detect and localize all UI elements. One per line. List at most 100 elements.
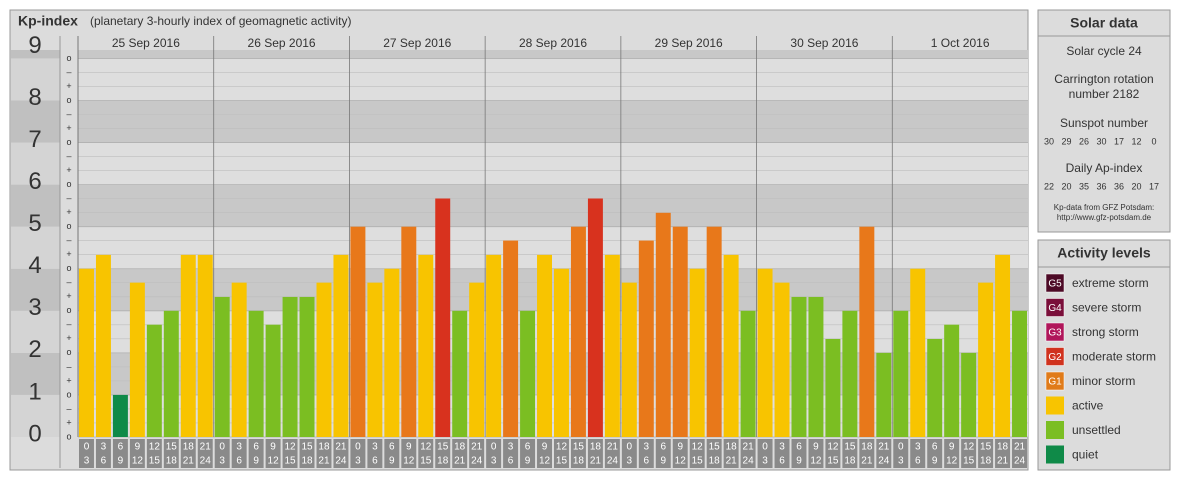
hour-start: 15 bbox=[166, 442, 178, 453]
hour-start: 21 bbox=[200, 442, 212, 453]
hour-end: 24 bbox=[607, 456, 619, 467]
bar bbox=[910, 268, 926, 437]
hour-start: 6 bbox=[932, 442, 938, 453]
hour-cell bbox=[944, 439, 960, 468]
sunspot-value: 29 bbox=[1061, 136, 1071, 146]
hour-end: 12 bbox=[675, 456, 687, 467]
sub-label: + bbox=[66, 375, 71, 385]
legend-swatch bbox=[1045, 347, 1065, 366]
y-tick-label: 8 bbox=[28, 84, 41, 111]
hour-end: 9 bbox=[660, 456, 666, 467]
hour-end: 15 bbox=[284, 456, 296, 467]
axis-band bbox=[11, 50, 60, 59]
hour-cell bbox=[79, 439, 94, 468]
hour-start: 21 bbox=[743, 442, 755, 453]
hour-cell bbox=[129, 439, 145, 468]
hour-cell bbox=[689, 439, 705, 468]
axis-band bbox=[11, 184, 60, 227]
hour-cell bbox=[282, 439, 298, 468]
bar bbox=[689, 268, 705, 437]
hour-end: 12 bbox=[268, 456, 280, 467]
bar bbox=[469, 282, 485, 437]
day-label: 29 Sep 2016 bbox=[655, 36, 723, 50]
bar bbox=[537, 254, 552, 437]
hour-cell bbox=[452, 439, 468, 468]
sub-label: – bbox=[66, 193, 71, 203]
sub-label: – bbox=[66, 235, 71, 245]
bar bbox=[655, 212, 671, 437]
bar bbox=[723, 254, 739, 437]
hour-start: 9 bbox=[949, 442, 955, 453]
legend-label: quiet bbox=[1072, 448, 1099, 462]
hour-end: 24 bbox=[200, 456, 212, 467]
hour-end: 3 bbox=[491, 456, 497, 467]
bar bbox=[180, 254, 196, 437]
hour-cell bbox=[418, 439, 434, 468]
hour-start: 3 bbox=[236, 442, 242, 453]
day-label: 25 Sep 2016 bbox=[112, 36, 180, 50]
hour-start: 6 bbox=[389, 442, 395, 453]
bar bbox=[112, 394, 128, 437]
sub-label: – bbox=[66, 361, 71, 371]
bar bbox=[638, 240, 654, 437]
legend-swatch bbox=[1046, 421, 1064, 439]
sub-label: – bbox=[66, 403, 71, 413]
hour-end: 15 bbox=[827, 456, 839, 467]
hour-end: 15 bbox=[692, 456, 704, 467]
legend-swatch bbox=[1045, 322, 1065, 342]
axis-band bbox=[11, 226, 60, 269]
bar bbox=[486, 254, 502, 437]
bar bbox=[163, 310, 179, 437]
ap-value: 36 bbox=[1096, 181, 1106, 191]
bar bbox=[316, 282, 332, 437]
hour-start: 18 bbox=[861, 442, 873, 453]
hour-end: 3 bbox=[762, 456, 768, 467]
hour-start: 0 bbox=[84, 442, 90, 453]
hour-start: 3 bbox=[508, 442, 514, 453]
ap-value: 35 bbox=[1079, 181, 1089, 191]
hour-cell bbox=[333, 439, 349, 468]
hour-start: 18 bbox=[726, 442, 738, 453]
hour-start: 18 bbox=[183, 442, 195, 453]
legend-label: active bbox=[1072, 399, 1104, 413]
hour-cell bbox=[265, 439, 281, 468]
bar bbox=[621, 282, 637, 437]
hour-cell bbox=[808, 439, 824, 468]
hour-end: 24 bbox=[1014, 456, 1026, 467]
legend-label: minor storm bbox=[1072, 374, 1135, 388]
bar bbox=[418, 254, 434, 437]
bar bbox=[214, 296, 230, 437]
hour-end: 18 bbox=[980, 456, 992, 467]
day-label: 28 Sep 2016 bbox=[519, 36, 587, 50]
hour-cell bbox=[672, 439, 688, 468]
hour-cell bbox=[163, 439, 179, 468]
hour-start: 0 bbox=[898, 442, 904, 453]
sunspot-value: 26 bbox=[1079, 136, 1089, 146]
hour-start: 15 bbox=[301, 442, 313, 453]
hour-start: 18 bbox=[997, 442, 1009, 453]
hour-cell bbox=[146, 439, 162, 468]
hour-end: 21 bbox=[726, 456, 738, 467]
hour-start: 0 bbox=[627, 442, 633, 453]
y-tick-label: 0 bbox=[28, 420, 41, 447]
hour-end: 18 bbox=[166, 456, 178, 467]
bar bbox=[893, 310, 909, 437]
sub-label: + bbox=[66, 123, 71, 133]
hour-end: 24 bbox=[878, 456, 890, 467]
hour-start: 15 bbox=[437, 442, 449, 453]
hour-start: 12 bbox=[420, 442, 432, 453]
hour-start: 9 bbox=[406, 442, 412, 453]
hour-end: 6 bbox=[508, 456, 514, 467]
hour-end: 6 bbox=[779, 456, 785, 467]
bar bbox=[740, 310, 756, 437]
y-tick-label: 1 bbox=[28, 378, 41, 405]
hour-cell bbox=[180, 439, 196, 468]
bar bbox=[95, 254, 111, 437]
hour-cell bbox=[554, 439, 569, 468]
bar bbox=[604, 254, 620, 437]
hour-start: 21 bbox=[471, 442, 483, 453]
legend-swatch bbox=[1046, 445, 1064, 464]
sub-label: – bbox=[66, 319, 71, 329]
hour-start: 18 bbox=[318, 442, 330, 453]
axis-band bbox=[11, 394, 60, 437]
